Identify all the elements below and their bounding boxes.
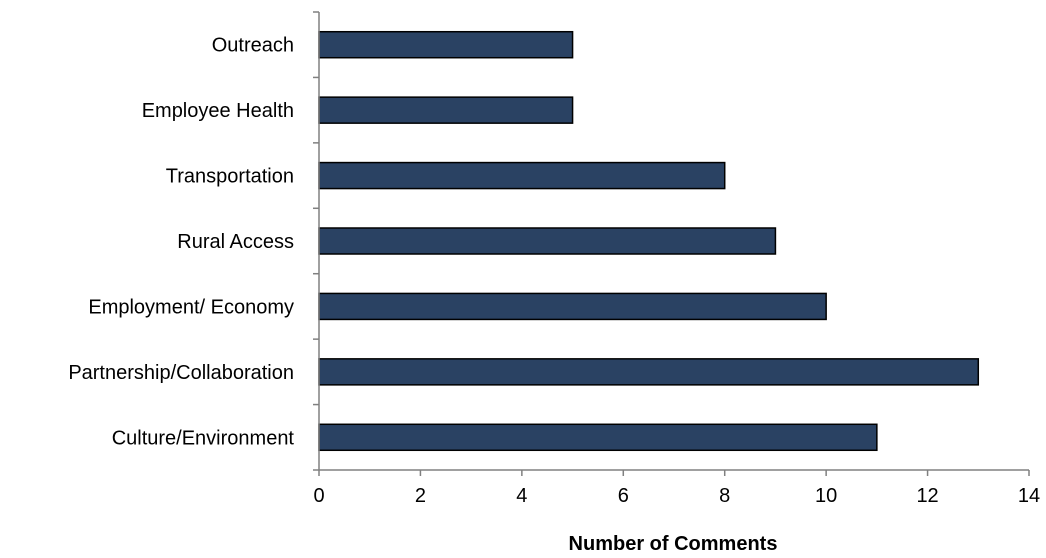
category-label: Transportation [166, 166, 294, 188]
category-label: Employee Health [142, 100, 294, 122]
x-tick-label: 2 [415, 485, 426, 507]
bar-5 [318, 358, 980, 386]
x-axis-title: Number of Comments [569, 533, 778, 555]
x-tick-label: 6 [618, 485, 629, 507]
category-label: Employment/ Economy [88, 296, 294, 318]
category-label: Outreach [212, 35, 294, 57]
bar-6 [318, 423, 878, 452]
x-tick-label: 12 [916, 485, 938, 507]
x-tick-label: 0 [313, 485, 324, 507]
bar-2 [318, 161, 726, 190]
category-label: Culture/Environment [112, 427, 295, 449]
x-tick-label: 8 [719, 485, 730, 507]
bars-layer [318, 30, 980, 452]
x-tick-label: 4 [516, 485, 527, 507]
bar-1 [318, 96, 574, 124]
bar-0 [318, 30, 574, 59]
bar-3 [318, 227, 777, 255]
x-tick-label: 14 [1018, 485, 1040, 507]
category-label: Rural Access [177, 231, 294, 253]
axes-layer [313, 11, 1030, 476]
bar-4 [318, 292, 827, 321]
category-label: Partnership/Collaboration [68, 362, 294, 384]
labels-layer: Outreach Employee Health Transportation Rur… [68, 35, 1040, 507]
x-tick-label: 10 [815, 485, 837, 507]
